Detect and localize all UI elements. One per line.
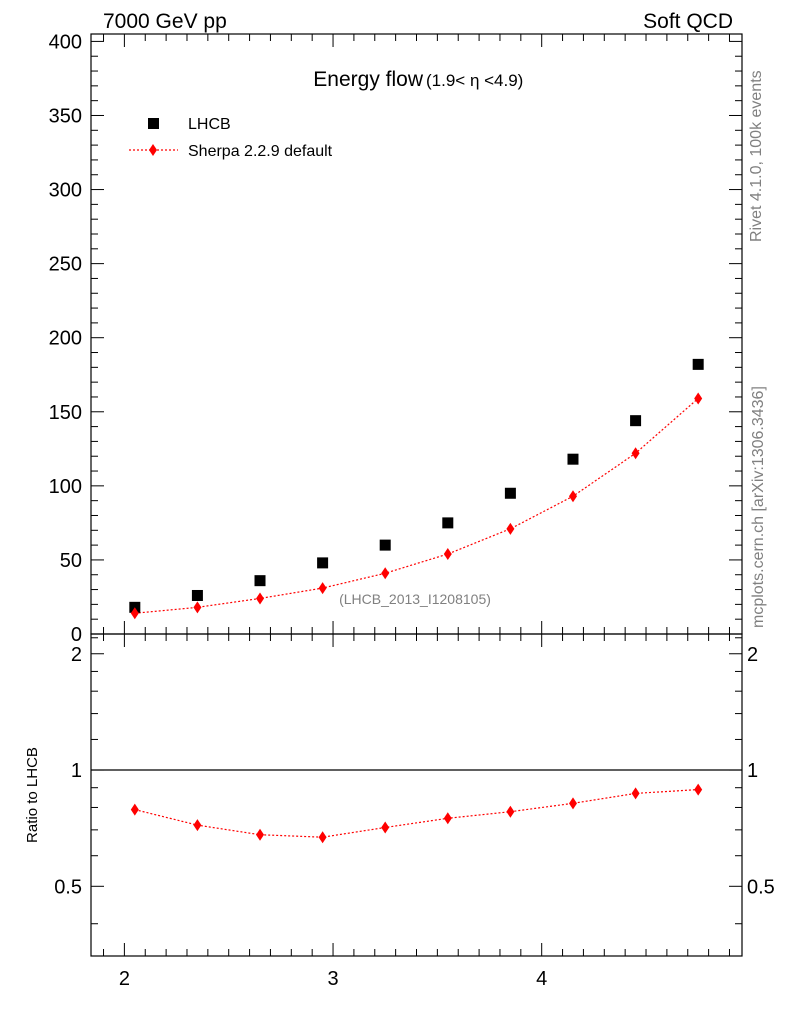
ratio-y-tick-label-right: 1	[747, 760, 758, 782]
ratio-data-point	[381, 821, 390, 834]
main-y-tick-label: 200	[49, 328, 82, 350]
main-y-axis: 0 50 100 150 200 250 300 350 400	[49, 31, 742, 646]
sherpa-data-point	[193, 601, 202, 614]
ratio-series-line	[134, 788, 699, 838]
ratio-data-point	[568, 797, 577, 810]
ratio-x-axis: 2 3 4	[103, 634, 730, 990]
main-y-tick-label: 100	[49, 476, 82, 498]
rivet-version-label: Rivet 4.1.0, 100k events	[748, 70, 765, 242]
ratio-x-tick-label: 4	[536, 968, 547, 990]
legend-marker-sherpa	[149, 144, 157, 156]
ratio-x-tick-label: 2	[119, 968, 130, 990]
lhcb-data-point	[692, 358, 704, 370]
sherpa-data-point	[256, 592, 265, 605]
ratio-y-tick-label: 2	[71, 644, 82, 666]
legend: LHCB Sherpa 2.2.9 default	[129, 116, 333, 160]
legend-marker-lhcb	[148, 118, 159, 129]
ratio-data-point	[631, 787, 640, 800]
ratio-data-point	[193, 819, 202, 832]
ratio-plot-panel: 0.5 0.5 1 1 2 2 2 3 4 Ratio to LHCB	[24, 633, 775, 990]
ratio-data-point	[506, 805, 515, 818]
lhcb-data-point	[567, 453, 579, 465]
ratio-data-point	[318, 831, 327, 844]
ratio-data-point	[256, 828, 265, 841]
main-plot-panel: 0 50 100 150 200 250 300 350 400 Energy flow (1.…	[49, 31, 743, 646]
ratio-y-axis: 0.5 0.5 1 1 2 2	[54, 637, 775, 925]
ratio-data-point	[694, 783, 703, 796]
ratio-data-point	[130, 803, 139, 816]
legend-label-lhcb: LHCB	[188, 116, 231, 133]
mcplots-reference-label: mcplots.cern.ch [arXiv:1306.3436]	[750, 386, 767, 628]
main-y-tick-label: 0	[71, 624, 82, 646]
sherpa-data-point	[318, 582, 327, 595]
sherpa-data-point	[130, 607, 139, 620]
ratio-plot-frame	[90, 633, 743, 957]
sherpa-data-point	[506, 522, 515, 535]
lhcb-data-point	[317, 557, 329, 569]
main-y-tick-label: 300	[49, 180, 82, 202]
main-x-axis-ticks	[103, 34, 730, 634]
main-y-tick-label: 350	[49, 105, 82, 127]
ratio-y-tick-label: 0.5	[54, 876, 82, 898]
lhcb-data-point	[191, 589, 203, 601]
main-y-tick-label: 400	[49, 31, 82, 53]
sherpa-data-point	[568, 490, 577, 503]
lhcb-data-point	[254, 575, 266, 587]
ratio-data-point	[443, 812, 452, 825]
ratio-y-axis-label: Ratio to LHCB	[24, 747, 41, 843]
main-y-tick-label: 150	[49, 402, 82, 424]
header-right-label: Soft QCD	[643, 10, 733, 33]
main-y-tick-label: 250	[49, 254, 82, 276]
main-data-marks	[129, 358, 704, 620]
ratio-x-tick-label: 3	[327, 968, 338, 990]
plot-title-eta-range: (1.9< η <4.9)	[426, 71, 523, 90]
ratio-y-tick-label-right: 2	[747, 644, 758, 666]
analysis-id-label: (LHCB_2013_I1208105)	[339, 591, 491, 607]
main-y-tick-label: 50	[60, 550, 82, 572]
lhcb-data-point	[630, 415, 642, 427]
ratio-data-marks	[130, 783, 703, 844]
sherpa-data-point	[694, 392, 703, 405]
sherpa-data-point	[631, 447, 640, 460]
lhcb-data-point	[379, 539, 391, 551]
header-left-label: 7000 GeV pp	[103, 10, 227, 33]
sherpa-series-line	[134, 397, 699, 614]
legend-label-sherpa: Sherpa 2.2.9 default	[188, 143, 333, 160]
lhcb-data-point	[442, 517, 454, 529]
ratio-y-tick-label-right: 0.5	[747, 876, 775, 898]
sherpa-data-point	[443, 548, 452, 560]
sherpa-data-point	[381, 567, 390, 580]
ratio-y-tick-label: 1	[71, 760, 82, 782]
lhcb-data-point	[504, 487, 516, 499]
plot-title: Energy flow	[313, 68, 424, 91]
